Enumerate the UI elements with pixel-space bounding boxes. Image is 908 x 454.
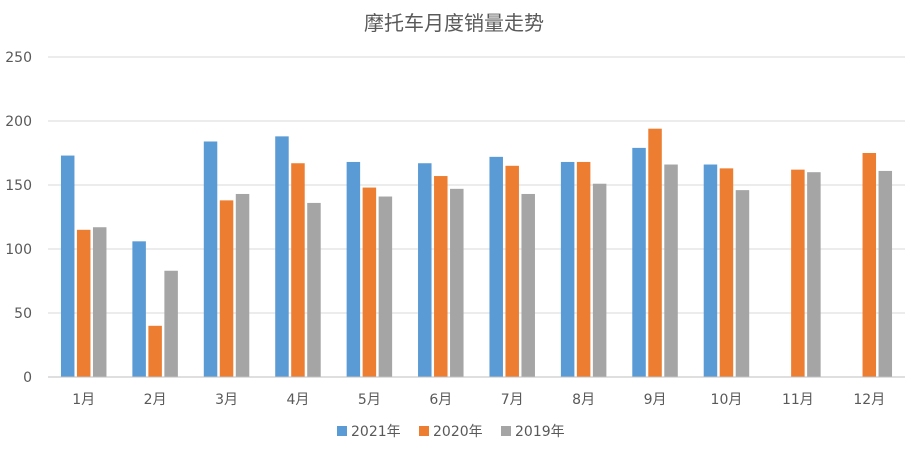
bar-2019年-3月 <box>235 193 250 377</box>
gridlines <box>48 56 905 314</box>
bar-2020年-3月 <box>219 200 234 377</box>
x-tick-label: 4月 <box>286 392 309 408</box>
bar-2021年-5月 <box>346 161 361 377</box>
y-tick-label: 0 <box>23 370 32 386</box>
bar-2021年-6月 <box>418 163 432 377</box>
bar-2019年-9月 <box>664 164 678 377</box>
x-tick-label: 10月 <box>711 392 743 408</box>
legend-swatch <box>501 426 511 436</box>
y-tick-label: 100 <box>5 242 32 258</box>
bar-2021年-9月 <box>632 147 646 377</box>
bar-2019年-6月 <box>450 188 464 377</box>
y-tick-label: 150 <box>5 178 32 194</box>
bar-2021年-8月 <box>560 161 575 377</box>
x-tick-label: 9月 <box>644 392 667 408</box>
x-tick-label: 11月 <box>782 392 814 408</box>
bar-2019年-4月 <box>307 202 321 377</box>
x-tick-label: 2月 <box>144 392 167 408</box>
chart-title: 摩托车月度销量走势 <box>364 11 544 35</box>
legend-label: 2021年 <box>351 424 401 440</box>
bar-2019年-10月 <box>735 190 750 377</box>
bar-2021年-1月 <box>60 155 75 377</box>
bar-2019年-1月 <box>92 227 107 377</box>
bar-2020年-10月 <box>719 168 734 377</box>
x-tick-label: 3月 <box>215 392 238 408</box>
bar-2020年-7月 <box>505 165 519 377</box>
bar-2021年-7月 <box>489 156 503 377</box>
x-tick-label: 8月 <box>572 392 595 408</box>
legend-label: 2019年 <box>515 424 565 440</box>
bar-2019年-8月 <box>592 183 607 377</box>
bar-2019年-7月 <box>521 193 535 377</box>
bars <box>60 128 893 377</box>
bar-2020年-8月 <box>576 161 591 377</box>
legend: 2021年 2020年 2019年 <box>337 424 565 440</box>
x-tick-label: 1月 <box>72 392 95 408</box>
bar-2020年-1月 <box>76 229 91 377</box>
x-tick-label: 7月 <box>501 392 524 408</box>
bar-2020年-4月 <box>291 163 305 377</box>
y-axis-ticks: 0 50 100 150 200 250 <box>5 50 32 386</box>
y-tick-label: 250 <box>5 50 32 66</box>
bar-2021年-4月 <box>275 136 289 377</box>
bar-2020年-12月 <box>862 153 877 377</box>
x-tick-label: 12月 <box>853 392 885 408</box>
bar-2021年-3月 <box>203 141 218 377</box>
x-tick-label: 5月 <box>358 392 381 408</box>
y-tick-label: 50 <box>14 306 32 322</box>
bar-2020年-6月 <box>434 176 448 377</box>
bar-2021年-2月 <box>132 241 146 377</box>
bar-2019年-12月 <box>878 170 893 377</box>
bar-2021年-10月 <box>703 164 718 377</box>
legend-swatch <box>419 426 429 436</box>
legend-swatch <box>337 426 347 436</box>
bar-2020年-11月 <box>791 169 805 377</box>
y-tick-label: 200 <box>5 114 32 130</box>
bar-2019年-2月 <box>164 270 178 377</box>
bar-2020年-9月 <box>648 128 662 377</box>
x-axis-ticks: 1月 2月 3月 4月 5月 6月 7月 8月 9月 10月 11月 12月 <box>72 392 885 408</box>
legend-label: 2020年 <box>433 424 483 440</box>
bar-2019年-5月 <box>378 196 393 377</box>
x-tick-label: 6月 <box>429 392 452 408</box>
bar-2019年-11月 <box>807 172 821 377</box>
bar-2020年-2月 <box>148 325 162 377</box>
bar-2020年-5月 <box>362 187 377 377</box>
